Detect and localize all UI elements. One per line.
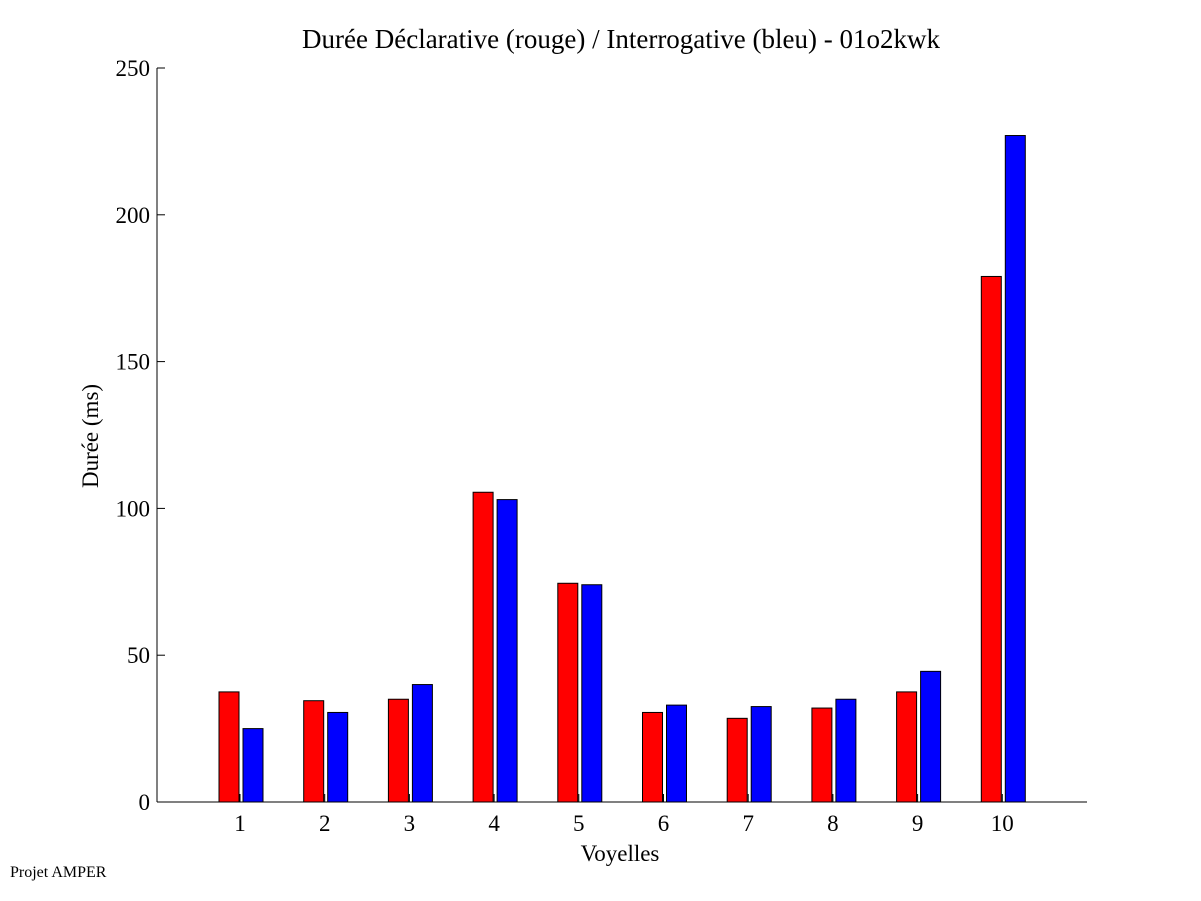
bar-declarative	[980, 275, 1002, 803]
x-tick-label: 7	[742, 811, 754, 836]
bar-interrogative	[920, 670, 942, 803]
bar-declarative	[387, 698, 409, 803]
x-tick-label: 2	[319, 811, 331, 836]
axes	[156, 67, 1087, 803]
bar-declarative	[811, 707, 833, 803]
bar-declarative	[896, 691, 918, 803]
x-tick-label: 4	[488, 811, 500, 836]
bars	[218, 135, 1026, 803]
y-axis-label: Durée (ms)	[78, 384, 103, 488]
bar-interrogative	[327, 711, 349, 803]
bar-interrogative	[496, 499, 518, 803]
y-tick-label: 50	[127, 643, 150, 668]
bar-interrogative	[581, 584, 603, 803]
bar-declarative	[218, 691, 240, 803]
bar-interrogative	[411, 684, 433, 803]
bar-interrogative	[1004, 135, 1026, 803]
x-tick-label: 8	[827, 811, 839, 836]
x-tick-label: 6	[658, 811, 670, 836]
y-tick-label: 100	[116, 496, 151, 521]
y-tick-label: 250	[116, 56, 151, 81]
footer-credit: Projet AMPER	[10, 864, 107, 881]
bar-declarative	[642, 711, 663, 803]
bar-interrogative	[242, 728, 264, 803]
x-tick-labels: 1 2 3 4 5 6 7 8 9 10	[234, 811, 1014, 836]
x-tick-label: 9	[912, 811, 924, 836]
bar-interrogative	[750, 706, 772, 803]
y-tick-labels: 0 50 100 150 200 250	[116, 56, 151, 815]
bar-declarative	[472, 491, 494, 803]
y-tick-label: 200	[116, 203, 151, 228]
x-axis-label: Voyelles	[581, 841, 660, 866]
bar-declarative	[557, 582, 579, 803]
x-tick-label: 5	[573, 811, 585, 836]
y-tick-label: 0	[139, 790, 151, 815]
bar-declarative	[303, 700, 325, 803]
x-tick-label: 3	[404, 811, 416, 836]
bar-interrogative	[666, 704, 687, 803]
x-tick-label: 10	[991, 811, 1014, 836]
y-tick-label: 150	[116, 350, 151, 375]
chart-title: Durée Déclarative (rouge) / Interrogativ…	[302, 24, 940, 54]
bar-interrogative	[835, 698, 857, 803]
x-tick-label: 1	[234, 811, 246, 836]
bar-declarative	[726, 717, 748, 803]
